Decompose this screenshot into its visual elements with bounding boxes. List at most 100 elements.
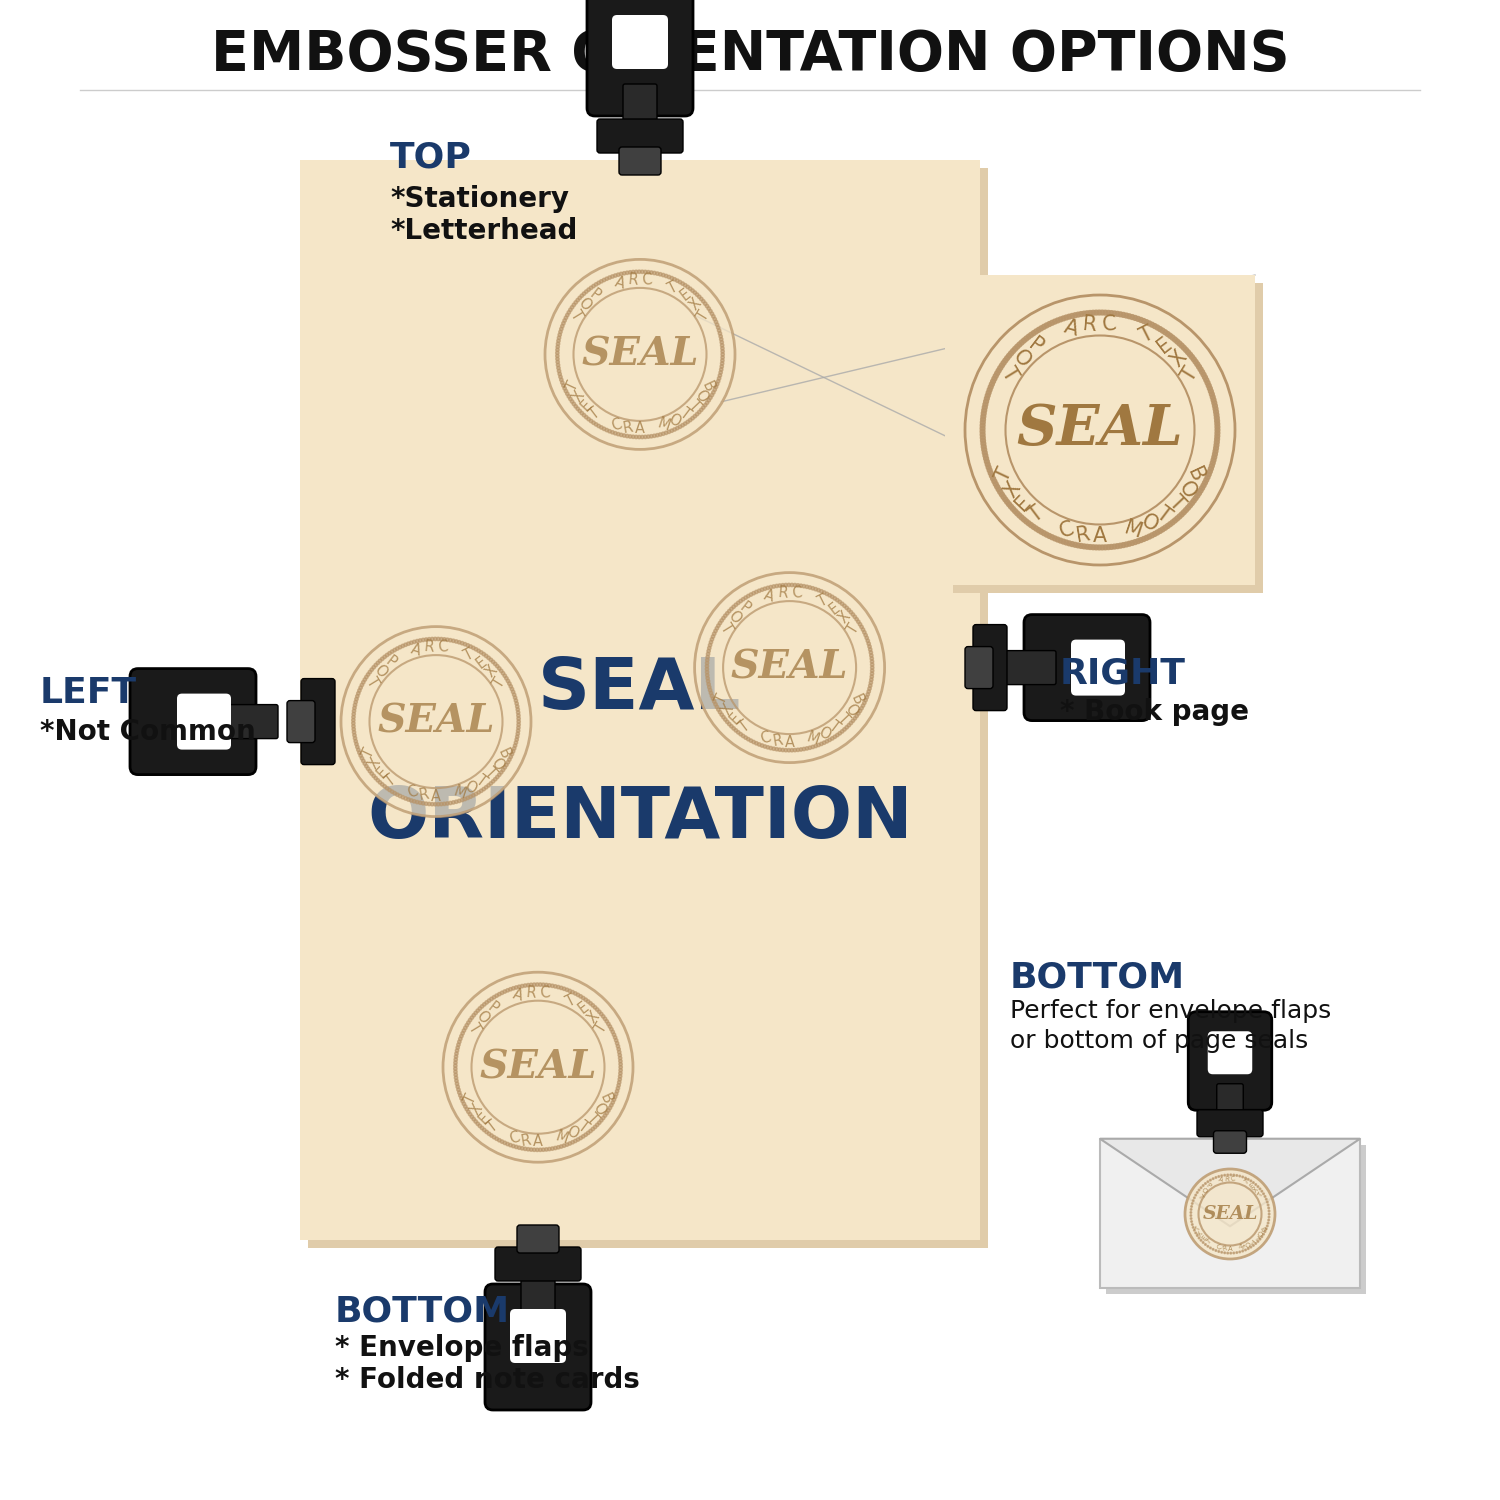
Circle shape — [616, 1044, 620, 1048]
Circle shape — [870, 675, 873, 678]
Circle shape — [1194, 1230, 1196, 1232]
Circle shape — [770, 747, 772, 750]
Circle shape — [378, 658, 381, 663]
Circle shape — [506, 680, 510, 682]
Circle shape — [1212, 454, 1216, 459]
Circle shape — [981, 414, 986, 419]
Circle shape — [1050, 321, 1054, 326]
Circle shape — [996, 368, 1000, 374]
Circle shape — [1215, 436, 1219, 441]
Circle shape — [981, 420, 986, 424]
Circle shape — [358, 754, 363, 758]
Circle shape — [400, 644, 405, 648]
Circle shape — [1268, 1220, 1269, 1221]
Circle shape — [357, 752, 362, 754]
Circle shape — [1026, 334, 1030, 339]
Circle shape — [748, 592, 753, 597]
Text: * Folded note cards: * Folded note cards — [334, 1366, 640, 1394]
Circle shape — [865, 636, 868, 639]
Circle shape — [618, 1071, 622, 1076]
Circle shape — [855, 618, 858, 621]
Circle shape — [806, 747, 808, 750]
Circle shape — [456, 1046, 459, 1050]
Text: A: A — [408, 642, 423, 658]
Circle shape — [1198, 368, 1203, 372]
Text: T: T — [676, 405, 693, 423]
Circle shape — [790, 584, 794, 586]
Circle shape — [1239, 1251, 1240, 1252]
Text: E: E — [1011, 492, 1035, 514]
Circle shape — [564, 316, 567, 320]
Text: O: O — [474, 1008, 492, 1026]
Circle shape — [718, 370, 723, 374]
FancyBboxPatch shape — [1024, 615, 1150, 720]
Text: B: B — [1258, 1226, 1266, 1233]
Circle shape — [356, 746, 358, 748]
Circle shape — [590, 286, 592, 290]
Circle shape — [612, 1034, 615, 1036]
Text: SEAL: SEAL — [1203, 1204, 1257, 1222]
Text: P: P — [1204, 1182, 1212, 1190]
FancyBboxPatch shape — [945, 274, 1256, 585]
Circle shape — [1258, 1239, 1262, 1240]
Circle shape — [732, 726, 735, 730]
Text: C: C — [405, 783, 420, 801]
Circle shape — [1203, 480, 1208, 484]
Circle shape — [864, 633, 867, 638]
Circle shape — [354, 736, 357, 740]
Circle shape — [542, 982, 544, 987]
Circle shape — [363, 678, 366, 681]
Circle shape — [1114, 312, 1120, 316]
Circle shape — [764, 746, 766, 748]
Circle shape — [513, 693, 516, 696]
Circle shape — [1130, 540, 1134, 546]
Circle shape — [1203, 1242, 1204, 1244]
Circle shape — [561, 321, 566, 326]
Circle shape — [354, 740, 357, 742]
Circle shape — [1017, 342, 1022, 346]
Circle shape — [1258, 1188, 1262, 1190]
Circle shape — [400, 795, 405, 800]
Text: SEAL: SEAL — [480, 1048, 597, 1086]
Text: T: T — [363, 675, 381, 690]
Circle shape — [1218, 1251, 1219, 1252]
Circle shape — [712, 388, 717, 392]
Circle shape — [578, 410, 582, 413]
Text: R: R — [622, 420, 634, 436]
Circle shape — [458, 1040, 460, 1044]
Circle shape — [710, 393, 714, 398]
Circle shape — [532, 982, 536, 987]
Circle shape — [372, 666, 375, 669]
Circle shape — [516, 729, 520, 732]
Circle shape — [1138, 537, 1143, 543]
Circle shape — [618, 1074, 622, 1078]
Circle shape — [501, 992, 504, 994]
Text: T: T — [993, 465, 1016, 484]
Circle shape — [390, 650, 394, 654]
Circle shape — [388, 651, 392, 656]
Circle shape — [474, 792, 477, 795]
Circle shape — [538, 982, 542, 987]
Circle shape — [1185, 1168, 1275, 1258]
Circle shape — [1215, 416, 1219, 420]
Circle shape — [550, 1148, 554, 1150]
Circle shape — [870, 666, 874, 669]
Circle shape — [538, 1148, 542, 1152]
Circle shape — [1124, 314, 1130, 318]
Circle shape — [352, 712, 356, 716]
Circle shape — [464, 798, 466, 801]
Circle shape — [1197, 490, 1202, 495]
Circle shape — [556, 345, 560, 348]
Circle shape — [1215, 433, 1219, 438]
Circle shape — [988, 471, 993, 476]
Circle shape — [620, 1065, 622, 1070]
Circle shape — [555, 351, 560, 354]
Circle shape — [855, 714, 858, 717]
Circle shape — [1106, 310, 1112, 315]
Circle shape — [708, 644, 712, 646]
Circle shape — [858, 710, 861, 712]
Circle shape — [604, 1112, 609, 1114]
Circle shape — [472, 1118, 476, 1120]
Circle shape — [480, 651, 483, 654]
Text: O: O — [488, 754, 507, 772]
